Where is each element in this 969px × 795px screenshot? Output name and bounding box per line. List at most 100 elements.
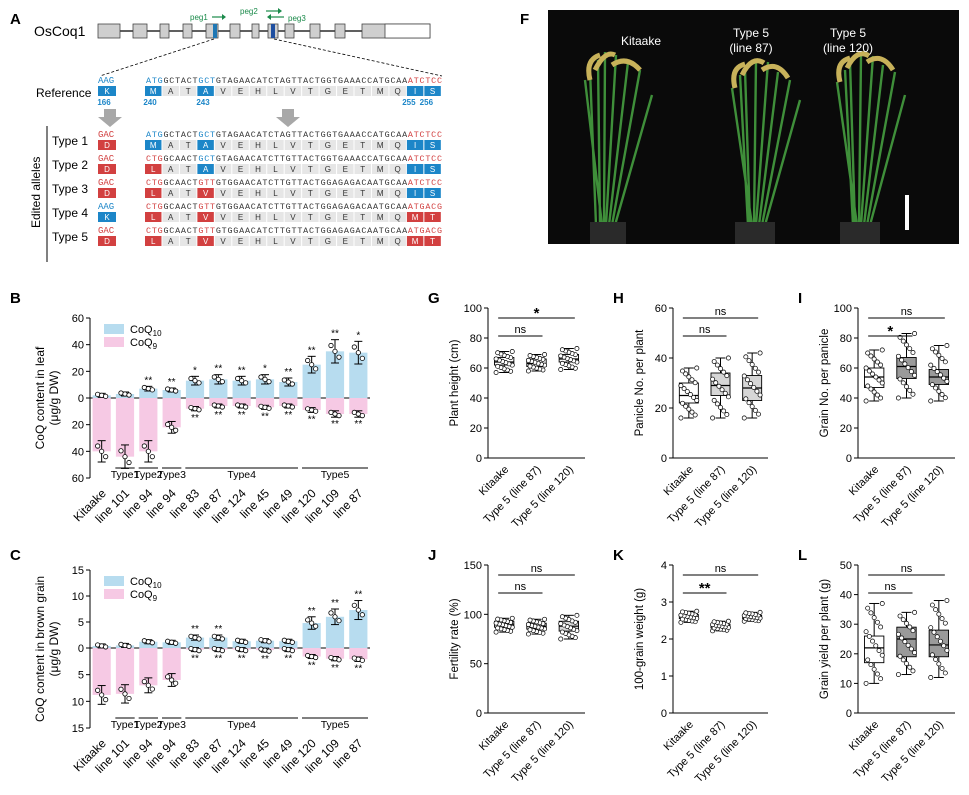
aa-box bbox=[179, 86, 197, 96]
aa-letter: H bbox=[255, 87, 261, 96]
data-point bbox=[905, 365, 911, 371]
dna-base: G bbox=[227, 202, 232, 212]
aa-letter: E bbox=[238, 213, 243, 222]
data-point bbox=[686, 374, 692, 380]
aa-letter: H bbox=[255, 165, 261, 174]
group-label: Type1 bbox=[111, 469, 140, 481]
data-point bbox=[336, 618, 342, 624]
dna-base: A bbox=[257, 202, 263, 212]
data-point bbox=[558, 636, 564, 642]
data-point bbox=[912, 650, 918, 656]
data-point bbox=[336, 657, 342, 663]
data-point bbox=[95, 687, 101, 693]
data-point bbox=[933, 349, 939, 355]
dna-base: A bbox=[344, 154, 350, 164]
aa-letter: S bbox=[430, 165, 435, 174]
data-point bbox=[219, 647, 225, 654]
dna-base: T bbox=[315, 76, 320, 86]
data-point bbox=[678, 415, 684, 421]
significance-up: ** bbox=[308, 606, 316, 617]
data-point bbox=[942, 395, 948, 401]
primer-peg2: peg2 bbox=[240, 7, 282, 16]
data-point bbox=[559, 347, 565, 353]
panel-letter-g: G bbox=[428, 290, 440, 307]
dna-base: C bbox=[187, 76, 192, 86]
data-point bbox=[495, 625, 501, 631]
dna-base: A bbox=[245, 226, 251, 236]
aa-166: K bbox=[104, 213, 110, 222]
significance-down: ** bbox=[261, 654, 269, 665]
dna-base: C bbox=[361, 226, 366, 236]
aa-box bbox=[371, 236, 389, 246]
dna-base: T bbox=[292, 226, 297, 236]
aa-letter: A bbox=[203, 165, 209, 174]
aa-letter: T bbox=[186, 141, 191, 150]
aa-letter: G bbox=[325, 189, 331, 198]
data-point bbox=[868, 610, 874, 616]
y-axis-title: Grain No. per panicle bbox=[819, 329, 831, 438]
aa-letter: M bbox=[412, 237, 419, 246]
data-point bbox=[525, 368, 531, 374]
data-point bbox=[718, 366, 723, 372]
dna-base: G bbox=[163, 130, 168, 140]
aa-box bbox=[424, 188, 441, 198]
aa-box bbox=[424, 164, 441, 174]
aa-letter: T bbox=[360, 189, 365, 198]
data-point bbox=[741, 373, 747, 379]
aa-box bbox=[284, 236, 302, 246]
data-point bbox=[725, 618, 731, 624]
data-point bbox=[942, 359, 948, 365]
data-point bbox=[910, 391, 916, 397]
dna-base: G bbox=[233, 154, 238, 164]
y-tick-label: 5 bbox=[78, 617, 84, 629]
data-point bbox=[219, 636, 225, 642]
data-point bbox=[879, 380, 885, 386]
dna-base: G bbox=[216, 202, 221, 212]
aa-box bbox=[424, 236, 441, 246]
dna-base: A bbox=[344, 202, 350, 212]
data-point bbox=[219, 379, 225, 385]
dna-base: T bbox=[152, 202, 157, 212]
dna-base: C bbox=[361, 202, 366, 212]
data-point bbox=[559, 360, 565, 366]
data-point bbox=[895, 395, 901, 401]
type-label: Type 4 bbox=[52, 206, 88, 220]
data-point bbox=[692, 380, 698, 386]
dna-base: T bbox=[193, 178, 198, 188]
data-point bbox=[944, 647, 950, 653]
data-point bbox=[683, 403, 689, 409]
dna-base: A bbox=[373, 178, 379, 188]
dna-base: G bbox=[286, 154, 291, 164]
y-tick-label: 0 bbox=[846, 453, 852, 465]
data-point bbox=[938, 638, 943, 644]
data-point bbox=[680, 400, 685, 406]
dna-base: T bbox=[292, 154, 297, 164]
data-point bbox=[169, 424, 175, 430]
y-axis-title: Fertility rate (%) bbox=[449, 598, 461, 679]
dna-base: A bbox=[257, 76, 263, 86]
dna-base: T bbox=[193, 202, 198, 212]
aa-letter: A bbox=[203, 87, 209, 96]
data-point bbox=[897, 653, 903, 659]
dna-base: G bbox=[338, 202, 343, 212]
data-point bbox=[900, 380, 906, 386]
dna-base: C bbox=[309, 202, 314, 212]
dna-base: A bbox=[245, 202, 251, 212]
data-point bbox=[692, 412, 698, 418]
significance-down: ** bbox=[308, 661, 316, 672]
data-point bbox=[907, 387, 913, 393]
position-number: 243 bbox=[196, 98, 210, 107]
data-point bbox=[266, 639, 272, 645]
codon-166: GAC bbox=[98, 130, 115, 140]
aa-letter: A bbox=[168, 87, 174, 96]
aa-box bbox=[424, 140, 441, 150]
data-point bbox=[336, 412, 342, 419]
data-point bbox=[748, 381, 754, 387]
data-point bbox=[870, 371, 876, 377]
aa-letter: V bbox=[220, 165, 226, 174]
y-tick-label: 20 bbox=[840, 423, 852, 435]
aa-letter: V bbox=[203, 237, 209, 246]
category-label: Type 5 (line 120) bbox=[510, 464, 576, 530]
dna-base: T bbox=[193, 76, 198, 86]
